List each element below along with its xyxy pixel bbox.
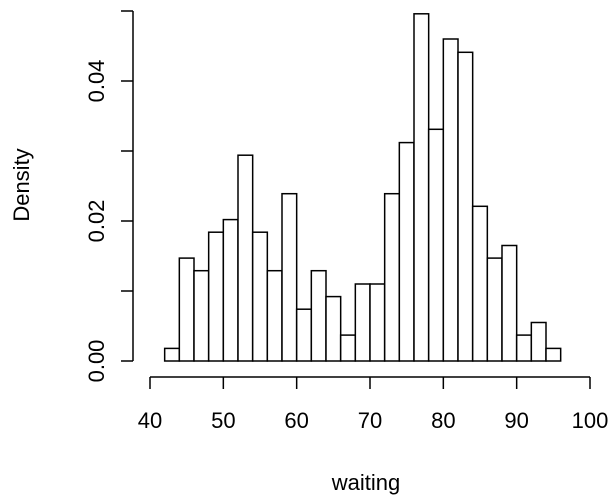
- histogram-bar: [281, 192, 298, 362]
- histogram-bar: [515, 334, 533, 362]
- histogram-bar: [295, 308, 313, 362]
- histogram-bar: [486, 257, 503, 362]
- histogram-bar: [530, 321, 547, 362]
- x-tick-label: 70: [358, 408, 382, 433]
- histogram-bar: [398, 141, 415, 362]
- histogram-bar: [383, 192, 401, 362]
- x-tick-label: 100: [572, 408, 609, 433]
- x-axis-label: waiting: [331, 470, 400, 495]
- y-tick-label: 0.04: [84, 60, 109, 103]
- y-axis-label: Density: [9, 148, 34, 221]
- histogram-bar: [442, 38, 459, 362]
- y-axis: 0.00 0.02 0.04: [84, 10, 134, 383]
- histogram-bar: [501, 244, 518, 362]
- histogram-bar: [471, 205, 489, 362]
- histogram-bar: [237, 154, 254, 362]
- x-tick-label: 60: [284, 408, 308, 433]
- x-tick-label: 90: [504, 408, 528, 433]
- histogram-bar: [251, 231, 269, 362]
- histogram-bar: [207, 231, 225, 362]
- histogram-bar: [339, 334, 357, 362]
- histogram-bars: [163, 13, 562, 362]
- y-tick-label: 0.00: [84, 340, 109, 383]
- histogram-bar: [545, 347, 562, 362]
- y-tick-label: 0.02: [84, 200, 109, 243]
- histogram-bar: [193, 269, 210, 362]
- histogram-bar: [222, 218, 239, 362]
- histogram-bar: [266, 269, 283, 362]
- histogram-bar: [369, 283, 386, 362]
- histogram-bar: [457, 51, 474, 362]
- histogram-bar: [427, 128, 445, 362]
- x-tick-label: 40: [138, 408, 162, 433]
- histogram-bar: [354, 283, 371, 362]
- histogram-bar: [325, 295, 342, 362]
- histogram-bar: [413, 13, 430, 362]
- histogram-bar: [178, 257, 195, 362]
- histogram-bar: [310, 269, 327, 362]
- x-axis: 40 50 60 70 80 90 100: [138, 376, 609, 433]
- histogram-bar: [163, 347, 181, 362]
- x-tick-label: 80: [431, 408, 455, 433]
- x-tick-label: 50: [211, 408, 235, 433]
